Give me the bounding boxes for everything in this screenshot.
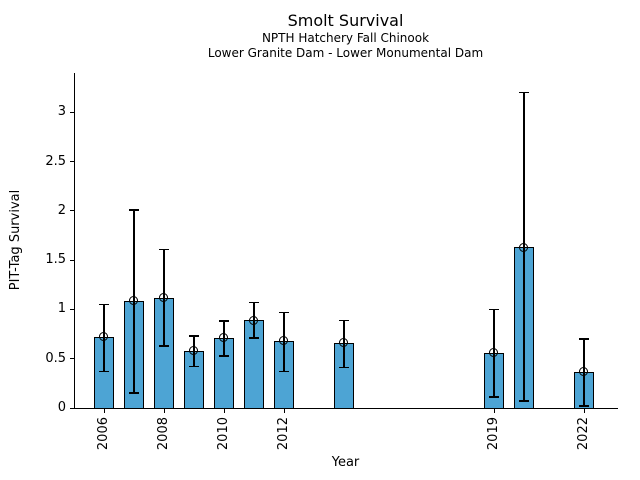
error-cap-top-2008 [159,248,169,251]
error-cap-top-2022 [579,338,589,340]
error-cap-bottom-2008 [159,345,169,347]
error-cap-top-2014 [339,319,349,322]
x-tick-mark [163,409,165,413]
y-tick-label: 2 [57,202,66,218]
x-tick-mark [493,409,495,413]
point-marker-2022 [579,366,589,376]
error-cap-top-2019 [489,308,499,311]
error-cap-bottom-2009 [189,365,199,368]
y-tick-label: 0 [57,400,66,415]
error-cap-bottom-2010 [219,354,229,357]
point-marker-2012 [279,336,289,346]
point-marker-2019 [489,348,499,358]
error-cap-bottom-2020 [519,400,529,402]
x-tick-label-text: 2008 [156,417,171,451]
y-tick-label: 1.5 [45,252,66,268]
point-marker-2011 [249,315,259,325]
x-tick-mark [283,409,285,413]
point-marker-2006 [99,332,109,342]
y-tick-label: 0.5 [45,350,66,366]
error-cap-bottom-2014 [339,366,349,369]
y-tick-mark [70,259,74,261]
x-tick-label-text: 2022 [576,417,591,451]
y-tick-mark [70,111,74,113]
error-cap-bottom-2012 [279,370,289,373]
point-marker-2014 [339,338,349,348]
x-tick-label-text: 2010 [216,417,231,451]
y-tick-label: 1 [57,301,66,317]
chart-subtitle-line2: Lower Granite Dam - Lower Monumental Dam [207,46,484,60]
point-marker-2007 [129,295,139,305]
point-marker-2009 [189,346,199,356]
y-axis-spine [74,73,75,409]
error-cap-top-2011 [249,301,259,304]
y-tick-mark [70,308,74,310]
x-axis-label: Year [331,455,360,470]
y-tick-mark [70,210,74,212]
point-marker-2010 [219,333,229,343]
point-marker-2020 [519,242,529,252]
error-cap-top-2006 [99,303,109,306]
x-tick-mark [223,409,225,413]
point-marker-2008 [159,292,169,302]
error-cap-bottom-2011 [249,337,259,339]
y-tick-label: 2.5 [45,153,66,169]
error-cap-bottom-2019 [489,396,499,398]
y-tick-label: 3 [57,104,66,120]
y-tick-mark [70,407,74,409]
x-tick-label-text: 2012 [276,417,291,451]
x-tick-label-text: 2006 [96,417,111,451]
error-cap-top-2010 [219,320,229,323]
error-cap-top-2009 [189,335,199,337]
chart-subtitle-line1: NPTH Hatchery Fall Chinook [261,31,430,45]
error-cap-bottom-2006 [99,370,109,373]
y-tick-mark [70,358,74,360]
x-tick-label-text: 2019 [486,417,501,451]
x-tick-mark [583,409,585,413]
error-cap-top-2020 [519,91,529,94]
error-cap-top-2012 [279,311,289,314]
chart-title: Smolt Survival [287,11,404,30]
error-cap-bottom-2007 [129,392,139,394]
y-tick-mark [70,161,74,163]
error-cap-bottom-2022 [579,405,589,407]
x-tick-mark [103,409,105,413]
error-cap-top-2007 [129,209,139,211]
